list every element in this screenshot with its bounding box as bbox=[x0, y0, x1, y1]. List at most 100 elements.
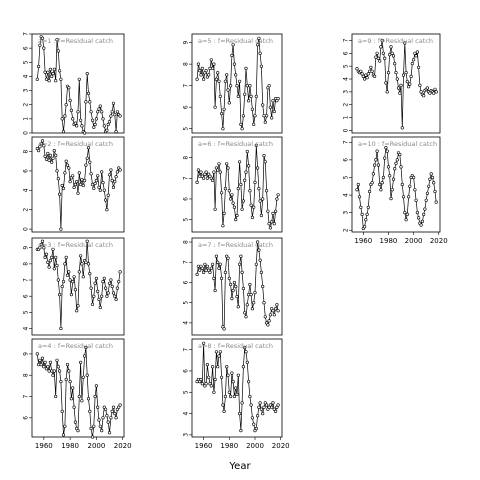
data-point bbox=[109, 168, 113, 172]
data-point bbox=[404, 70, 408, 75]
data-point bbox=[217, 79, 221, 83]
y-tick-label: 9 bbox=[23, 352, 30, 356]
data-point bbox=[249, 94, 253, 98]
data-point bbox=[248, 189, 252, 193]
data-point bbox=[389, 197, 393, 201]
data-point bbox=[54, 79, 58, 83]
data-point bbox=[92, 294, 96, 298]
data-point bbox=[270, 220, 274, 224]
data-point bbox=[266, 323, 270, 327]
panel-title: a=6 : f=Residual catch bbox=[198, 140, 273, 148]
data-point bbox=[432, 91, 436, 95]
data-point bbox=[61, 186, 66, 190]
data-point bbox=[417, 65, 421, 69]
data-point bbox=[96, 110, 100, 114]
y-tick-label: 6 bbox=[23, 46, 30, 50]
data-point bbox=[410, 61, 414, 66]
data-point bbox=[203, 262, 207, 266]
data-point bbox=[90, 118, 95, 122]
data-point bbox=[217, 162, 221, 166]
y-tick-label: 9 bbox=[23, 246, 30, 250]
series-line bbox=[36, 36, 121, 134]
data-point bbox=[50, 255, 54, 260]
data-point bbox=[114, 416, 118, 420]
data-point bbox=[78, 182, 83, 187]
data-point bbox=[238, 79, 242, 83]
data-point bbox=[77, 77, 81, 81]
data-point bbox=[200, 66, 204, 70]
y-tick-label: 2 bbox=[343, 103, 350, 107]
data-point bbox=[267, 319, 271, 323]
data-point bbox=[254, 262, 258, 266]
data-point bbox=[107, 120, 112, 124]
data-point bbox=[267, 222, 271, 226]
data-point bbox=[240, 270, 244, 275]
data-point bbox=[78, 118, 83, 122]
data-point bbox=[46, 365, 50, 369]
data-point bbox=[73, 182, 77, 187]
data-point bbox=[268, 313, 273, 317]
y-tick-label: 8 bbox=[183, 240, 190, 244]
data-point bbox=[376, 163, 381, 167]
data-point bbox=[364, 218, 368, 222]
y-tick-label: 6 bbox=[23, 294, 30, 298]
data-point bbox=[267, 84, 271, 88]
y-tick-label: 4 bbox=[183, 321, 190, 325]
data-point bbox=[97, 185, 101, 189]
data-point bbox=[67, 86, 71, 90]
data-point bbox=[234, 218, 238, 222]
data-point bbox=[202, 270, 206, 275]
data-point bbox=[265, 114, 269, 118]
data-point bbox=[65, 163, 70, 167]
data-point bbox=[72, 185, 76, 189]
x-tick-label: 1960 bbox=[195, 442, 213, 450]
data-point bbox=[369, 65, 373, 69]
data-point bbox=[272, 109, 276, 114]
data-point bbox=[200, 382, 204, 386]
data-point bbox=[52, 267, 56, 271]
data-point bbox=[85, 71, 89, 76]
series-line bbox=[196, 241, 279, 331]
data-point bbox=[234, 386, 238, 390]
data-point bbox=[419, 223, 423, 227]
data-point bbox=[204, 170, 208, 174]
data-point bbox=[263, 120, 267, 124]
x-tick-label: 1980 bbox=[220, 442, 238, 450]
data-point bbox=[94, 384, 98, 388]
data-point bbox=[216, 260, 220, 264]
data-point bbox=[113, 180, 117, 184]
data-point bbox=[212, 62, 216, 66]
data-point bbox=[38, 43, 42, 47]
data-point bbox=[97, 418, 101, 422]
data-point bbox=[272, 222, 276, 226]
data-point bbox=[386, 70, 391, 75]
data-point bbox=[226, 373, 230, 377]
data-point bbox=[109, 416, 113, 420]
data-point bbox=[373, 163, 377, 167]
data-point bbox=[262, 154, 266, 158]
data-point bbox=[80, 178, 84, 182]
panel-7: 4 5 6 7 8 a=7 : f=Residual catch bbox=[183, 237, 283, 336]
data-point bbox=[218, 350, 222, 354]
data-point bbox=[257, 248, 261, 252]
data-point bbox=[57, 192, 62, 196]
data-point bbox=[88, 272, 92, 276]
data-point bbox=[76, 304, 80, 308]
data-point bbox=[243, 311, 247, 315]
data-point bbox=[243, 345, 247, 350]
y-tick-label: 3 bbox=[343, 211, 350, 215]
data-point bbox=[232, 280, 236, 285]
data-point bbox=[243, 92, 247, 96]
data-point bbox=[222, 409, 226, 414]
data-point bbox=[199, 377, 203, 382]
data-point bbox=[213, 207, 217, 211]
data-point bbox=[375, 51, 379, 55]
data-point bbox=[50, 74, 54, 78]
data-point bbox=[231, 288, 235, 293]
data-point bbox=[413, 188, 417, 192]
data-point bbox=[414, 198, 418, 202]
data-point bbox=[275, 303, 279, 307]
data-point bbox=[204, 68, 208, 73]
data-point bbox=[88, 100, 92, 104]
data-point bbox=[110, 110, 114, 114]
